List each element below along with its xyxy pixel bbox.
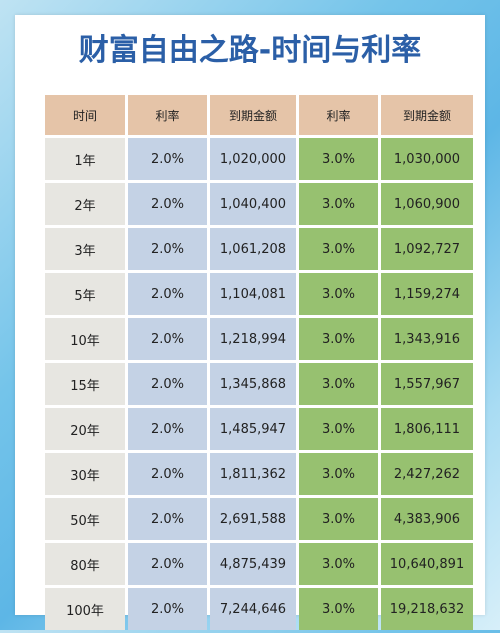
amount-2-cell: 1,104,081 [210, 273, 296, 315]
amount-3-cell: 19,218,632 [381, 588, 473, 630]
rate-3-cell: 3.0% [299, 363, 378, 405]
rate-3-cell: 3.0% [299, 453, 378, 495]
amount-3-cell: 1,557,967 [381, 363, 473, 405]
amount-3-cell: 1,060,900 [381, 183, 473, 225]
header-amount-3: 到期金额 [381, 95, 473, 135]
amount-3-cell: 1,343,916 [381, 318, 473, 360]
amount-3-cell: 10,640,891 [381, 543, 473, 585]
amount-2-cell: 1,218,994 [210, 318, 296, 360]
rate-2-cell: 2.0% [128, 183, 207, 225]
interest-table: 时间 利率 到期金额 利率 到期金额 1年 2.0% 1,020,000 3.0% 1,… [42, 92, 476, 633]
amount-3-cell: 2,427,262 [381, 453, 473, 495]
time-cell: 5年 [45, 273, 125, 315]
table-row: 100年 2.0% 7,244,646 3.0% 19,218,632 [45, 588, 473, 630]
time-cell: 3年 [45, 228, 125, 270]
amount-2-cell: 1,485,947 [210, 408, 296, 450]
rate-3-cell: 3.0% [299, 273, 378, 315]
rate-2-cell: 2.0% [128, 273, 207, 315]
time-cell: 10年 [45, 318, 125, 360]
time-cell: 80年 [45, 543, 125, 585]
amount-3-cell: 1,159,274 [381, 273, 473, 315]
header-amount-2: 到期金额 [210, 95, 296, 135]
rate-3-cell: 3.0% [299, 138, 378, 180]
rate-2-cell: 2.0% [128, 318, 207, 360]
time-cell: 100年 [45, 588, 125, 630]
header-rate-3: 利率 [299, 95, 378, 135]
rate-3-cell: 3.0% [299, 228, 378, 270]
table-header-row: 时间 利率 到期金额 利率 到期金额 [45, 95, 473, 135]
amount-2-cell: 1,020,000 [210, 138, 296, 180]
time-cell: 2年 [45, 183, 125, 225]
amount-2-cell: 1,040,400 [210, 183, 296, 225]
table-row: 10年 2.0% 1,218,994 3.0% 1,343,916 [45, 318, 473, 360]
rate-2-cell: 2.0% [128, 408, 207, 450]
rate-3-cell: 3.0% [299, 543, 378, 585]
rate-3-cell: 3.0% [299, 588, 378, 630]
table-row: 1年 2.0% 1,020,000 3.0% 1,030,000 [45, 138, 473, 180]
time-cell: 20年 [45, 408, 125, 450]
table-body: 1年 2.0% 1,020,000 3.0% 1,030,000 2年 2.0% 1,040,… [45, 138, 473, 630]
time-cell: 15年 [45, 363, 125, 405]
amount-2-cell: 1,811,362 [210, 453, 296, 495]
amount-3-cell: 1,806,111 [381, 408, 473, 450]
amount-2-cell: 4,875,439 [210, 543, 296, 585]
amount-3-cell: 1,030,000 [381, 138, 473, 180]
rate-3-cell: 3.0% [299, 408, 378, 450]
page-title: 财富自由之路-时间与利率 [78, 33, 422, 68]
table-row: 20年 2.0% 1,485,947 3.0% 1,806,111 [45, 408, 473, 450]
rate-2-cell: 2.0% [128, 138, 207, 180]
table-card: 财富自由之路-时间与利率 时间 利率 到期金额 利率 到期金额 1年 2.0% 1,… [15, 15, 485, 630]
amount-2-cell: 1,345,868 [210, 363, 296, 405]
rate-2-cell: 2.0% [128, 363, 207, 405]
header-rate-2: 利率 [128, 95, 207, 135]
rate-3-cell: 3.0% [299, 183, 378, 225]
amount-2-cell: 1,061,208 [210, 228, 296, 270]
rate-2-cell: 2.0% [128, 498, 207, 540]
table-row: 80年 2.0% 4,875,439 3.0% 10,640,891 [45, 543, 473, 585]
table-row: 15年 2.0% 1,345,868 3.0% 1,557,967 [45, 363, 473, 405]
time-cell: 1年 [45, 138, 125, 180]
table-row: 3年 2.0% 1,061,208 3.0% 1,092,727 [45, 228, 473, 270]
header-time: 时间 [45, 95, 125, 135]
rate-2-cell: 2.0% [128, 588, 207, 630]
table-row: 50年 2.0% 2,691,588 3.0% 4,383,906 [45, 498, 473, 540]
amount-2-cell: 2,691,588 [210, 498, 296, 540]
amount-3-cell: 4,383,906 [381, 498, 473, 540]
rate-2-cell: 2.0% [128, 543, 207, 585]
amount-3-cell: 1,092,727 [381, 228, 473, 270]
rate-3-cell: 3.0% [299, 318, 378, 360]
table-row: 5年 2.0% 1,104,081 3.0% 1,159,274 [45, 273, 473, 315]
rate-2-cell: 2.0% [128, 228, 207, 270]
time-cell: 50年 [45, 498, 125, 540]
rate-3-cell: 3.0% [299, 498, 378, 540]
rate-2-cell: 2.0% [128, 453, 207, 495]
time-cell: 30年 [45, 453, 125, 495]
table-row: 30年 2.0% 1,811,362 3.0% 2,427,262 [45, 453, 473, 495]
table-row: 2年 2.0% 1,040,400 3.0% 1,060,900 [45, 183, 473, 225]
amount-2-cell: 7,244,646 [210, 588, 296, 630]
